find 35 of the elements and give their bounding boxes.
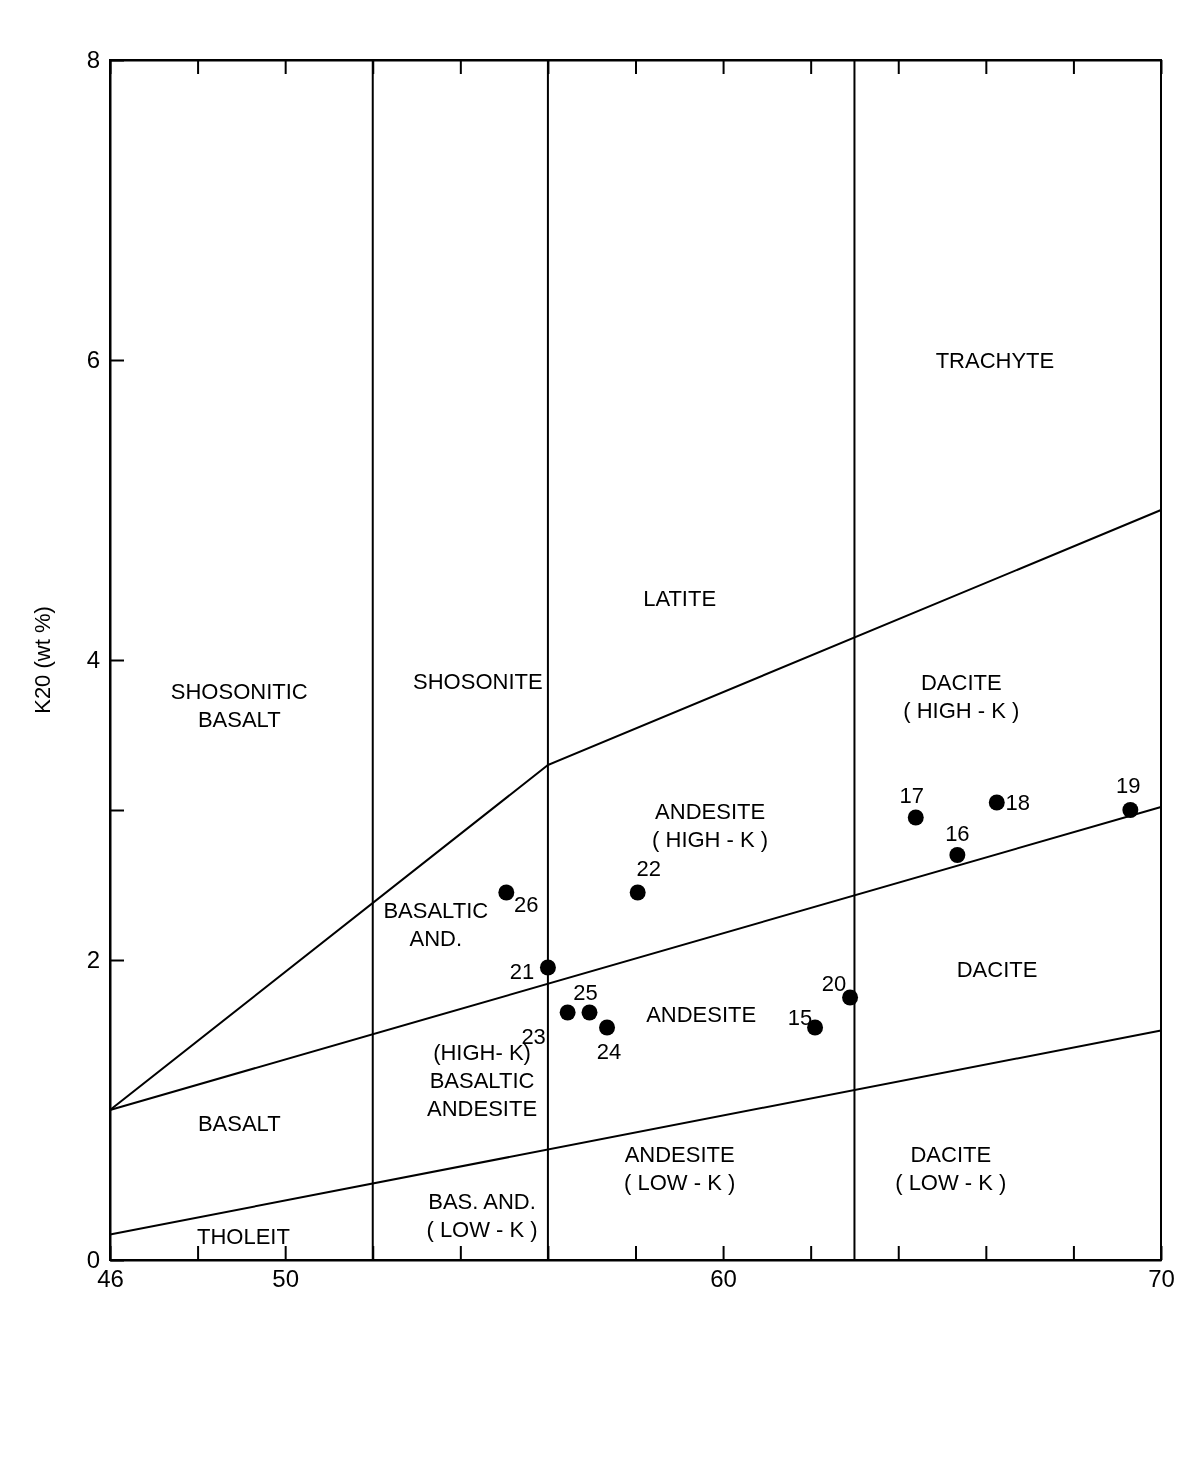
y-tick-label: 4 — [86, 646, 100, 674]
annotation: LATITE — [643, 586, 717, 612]
annotation: DACITE ( HIGH - K ) — [903, 669, 1020, 723]
annotation: 18 — [1005, 790, 1031, 815]
annotation: THOLEIT — [197, 1223, 290, 1249]
annotation: 24 — [596, 1039, 622, 1064]
annotation: 22 — [636, 856, 661, 881]
annotation: SHOSONITE — [413, 668, 543, 694]
annotation: BAS. AND. ( LOW - K ) — [426, 1188, 538, 1242]
annotation: 15 — [787, 1005, 813, 1030]
annotation: ANDESITE — [646, 1001, 757, 1027]
y-tick-label: 8 — [86, 46, 100, 74]
x-tick-label: 50 — [272, 1265, 300, 1293]
annotation: TRACHYTE — [935, 347, 1055, 373]
y-tick-label: 2 — [86, 946, 100, 974]
annotation: 25 — [573, 980, 598, 1005]
annotation: ANDESITE ( LOW - K ) — [624, 1142, 736, 1196]
annotation: 21 — [509, 959, 535, 984]
annotation: 17 — [899, 783, 925, 808]
x-tick-label: 60 — [710, 1265, 737, 1293]
x-tick-label: 70 — [1148, 1265, 1175, 1293]
y-axis-title: K20 (wt %) — [30, 606, 55, 714]
annotation: SHOSONITIC BASALT — [170, 678, 308, 732]
annotation: 20 — [821, 971, 847, 996]
y-tick-label: 0 — [86, 1246, 100, 1274]
annotation: ANDESITE ( HIGH - K ) — [652, 798, 769, 852]
x-tick-label: 46 — [97, 1265, 124, 1293]
annotation: BASALTIC AND. — [383, 897, 489, 951]
annotation: BASALT — [197, 1110, 281, 1136]
annotation: 19 — [1116, 772, 1141, 798]
annotation: DACITE ( LOW - K ) — [895, 1142, 1007, 1196]
annotation: 16 — [945, 820, 970, 846]
annotation: 26 — [514, 892, 539, 917]
y-tick-label: 6 — [86, 346, 100, 374]
annotation: DACITE — [956, 957, 1038, 983]
